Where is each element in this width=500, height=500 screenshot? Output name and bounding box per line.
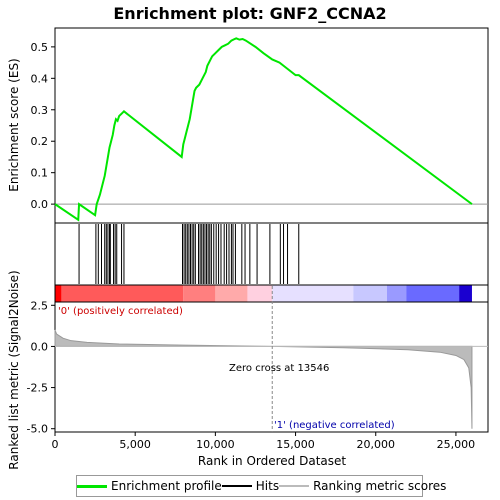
color-bar-segment [406,285,460,302]
metric-y-label: Ranked list metric (Signal2Noise) [7,270,21,469]
legend-item-hits: Hits [221,479,280,493]
color-bar-segment [386,285,407,302]
x-tick-label: 10,000 [196,438,235,451]
x-tick-label: 0 [52,438,59,451]
enrichment-profile-line [54,37,473,222]
color-bar-segment [61,285,184,302]
legend: Enrichment profile Hits Ranking metric s… [76,475,446,497]
color-bar-segment [353,285,387,302]
es-y-label: Enrichment score (ES) [7,58,21,191]
legend-label: Enrichment profile [111,479,222,493]
chart-title: Enrichment plot: GNF2_CCNA2 [113,4,386,23]
es-tick-label: 0.1 [31,167,49,180]
es-tick-label: 0.3 [31,104,49,117]
x-tick-label: 20,000 [356,438,395,451]
ranking-metric-area-shape [54,329,473,429]
positive-label: '0' (positively correlated) [58,306,183,317]
negative-label: '1' (negative correlated) [274,420,395,431]
x-tick-label: 15,000 [276,438,315,451]
color-bar-segment [247,285,273,302]
legend-label: Hits [255,479,280,493]
es-tick-label: 0.2 [31,135,49,148]
color-bar-segment [272,285,354,302]
metric-tick-label: 2.5 [31,299,49,312]
hits-swatch-icon [221,485,252,487]
ranking-metric-area [54,329,488,429]
zero-cross-label: Zero cross at 13546 [229,363,329,374]
x-tick-label: 25,000 [437,438,476,451]
hit-markers [78,224,300,284]
color-bar-segment [55,285,62,302]
es-tick-label: 0.4 [31,72,49,85]
es-tick-label: 0.0 [31,198,49,211]
metric-swatch-icon [279,485,310,487]
x-axis-label: Rank in Ordered Dataset [198,454,346,468]
metric-tick-label: 0.0 [31,340,49,353]
legend-item-metric: Ranking metric scores [279,479,446,493]
metric-tick-label: -5.0 [27,423,48,436]
enrichment-swatch-icon [77,484,107,488]
color-bar-segment [459,285,472,302]
metric-tick-label: -2.5 [27,382,48,395]
x-tick-label: 5,000 [119,438,151,451]
color-bar-segment [215,285,248,302]
es-y-axis: 0.0 0.1 0.2 0.3 0.4 0.5 [31,41,55,211]
rank-color-bar [55,285,472,302]
legend-label: Ranking metric scores [313,479,447,493]
legend-item-enrichment: Enrichment profile [77,479,222,493]
es-panel-frame [54,27,489,224]
es-tick-label: 0.5 [31,41,49,54]
metric-panel-frame [54,301,489,433]
color-bar-segment [183,285,216,302]
metric-y-axis: 2.5 0.0 -2.5 -5.0 [27,299,55,436]
hits-panel-frame [54,222,489,286]
x-axis: 0 5,000 10,000 15,000 20,000 25,000 [52,432,476,451]
